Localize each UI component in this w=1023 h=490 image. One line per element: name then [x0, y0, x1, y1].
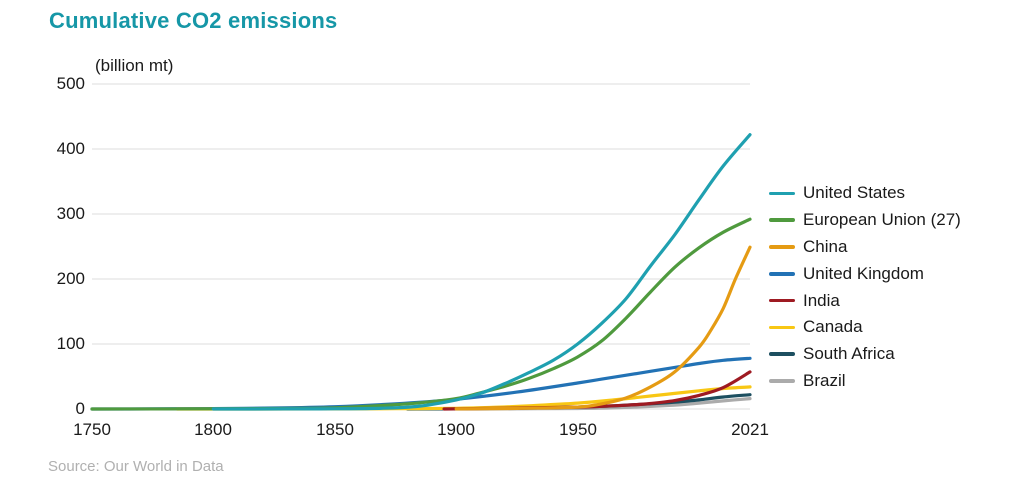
chart-title: Cumulative CO2 emissions: [49, 8, 338, 33]
x-axis-tick-label: 1900: [437, 420, 475, 439]
legend-swatch-icon: [769, 379, 795, 383]
legend-item-european-union-27[interactable]: European Union (27): [769, 207, 961, 234]
legend-item-south-africa[interactable]: South Africa: [769, 341, 961, 368]
y-axis-tick-label: 500: [56, 74, 85, 93]
x-axis-tick-label: 1950: [559, 420, 597, 439]
legend-item-india[interactable]: India: [769, 287, 961, 314]
legend-label: Canada: [803, 317, 863, 337]
legend-swatch-icon: [769, 218, 795, 222]
legend-swatch-icon: [769, 271, 795, 276]
series-line-united-states[interactable]: [211, 133, 752, 411]
legend-label: United Kingdom: [803, 263, 924, 283]
legend-label: Brazil: [803, 370, 846, 390]
legend-item-united-kingdom[interactable]: United Kingdom: [769, 260, 961, 287]
series-line-china[interactable]: [454, 245, 752, 411]
x-axis-tick-label: 2021: [731, 420, 769, 439]
legend-label: China: [803, 236, 848, 256]
legend-item-united-states[interactable]: United States: [769, 180, 961, 207]
x-axis-tick-label: 1850: [316, 420, 354, 439]
legend-swatch-icon: [769, 298, 795, 303]
legend-label: South Africa: [803, 344, 895, 364]
legend-swatch-icon: [769, 325, 795, 330]
y-axis-tick-label: 200: [56, 269, 85, 288]
series-line-european-union-27[interactable]: [90, 217, 752, 411]
y-axis-tick-label: 100: [56, 334, 85, 353]
legend-item-china[interactable]: China: [769, 234, 961, 261]
legend-item-canada[interactable]: Canada: [769, 314, 961, 341]
source-note: Source: Our World in Data: [48, 458, 224, 475]
x-axis-tick-label: 1750: [73, 420, 111, 439]
y-axis-tick-label: 400: [56, 139, 85, 158]
chart-legend: United States European Union (27) China Uni…: [769, 180, 961, 394]
y-axis-tick-label: 0: [75, 399, 85, 418]
y-axis-unit-label: (billion mt): [95, 56, 174, 75]
legend-item-brazil[interactable]: Brazil: [769, 368, 961, 395]
legend-swatch-icon: [769, 191, 795, 196]
legend-label: United States: [803, 183, 906, 203]
x-axis-tick-label: 1800: [194, 420, 232, 439]
legend-label: European Union (27): [803, 210, 961, 230]
legend-swatch-icon: [769, 352, 795, 356]
y-axis-tick-label: 300: [56, 204, 85, 223]
legend-swatch-icon: [769, 245, 795, 249]
legend-label: India: [803, 290, 840, 310]
